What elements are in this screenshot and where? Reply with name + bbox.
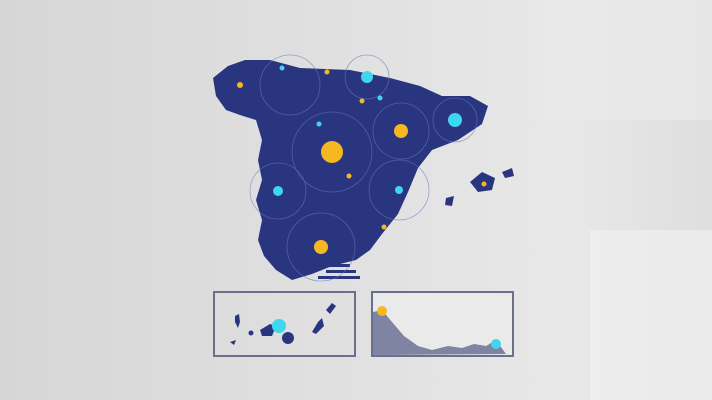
coast-stripes xyxy=(318,264,360,279)
marker xyxy=(279,65,285,71)
marker xyxy=(314,240,328,254)
peninsula xyxy=(213,54,488,282)
canary-islands-inset xyxy=(213,291,356,357)
marker xyxy=(361,71,373,83)
marker xyxy=(273,186,283,196)
marker xyxy=(381,224,387,230)
background-panel xyxy=(590,230,712,400)
marker xyxy=(448,113,462,127)
marker xyxy=(237,82,243,88)
cyan-markers xyxy=(273,65,462,196)
marker xyxy=(316,121,322,127)
marker xyxy=(377,95,383,101)
balearic-islands xyxy=(445,168,514,206)
marker xyxy=(394,124,408,138)
marker xyxy=(321,141,343,163)
marker xyxy=(346,173,352,179)
marker xyxy=(359,98,365,104)
ceuta-melilla-inset xyxy=(371,291,514,357)
range-circles xyxy=(249,54,478,282)
peninsula-shape xyxy=(213,60,488,280)
marker xyxy=(481,181,487,187)
marker xyxy=(395,186,403,194)
background-panel xyxy=(545,0,712,120)
yellow-markers xyxy=(237,69,487,254)
marker xyxy=(324,69,330,75)
